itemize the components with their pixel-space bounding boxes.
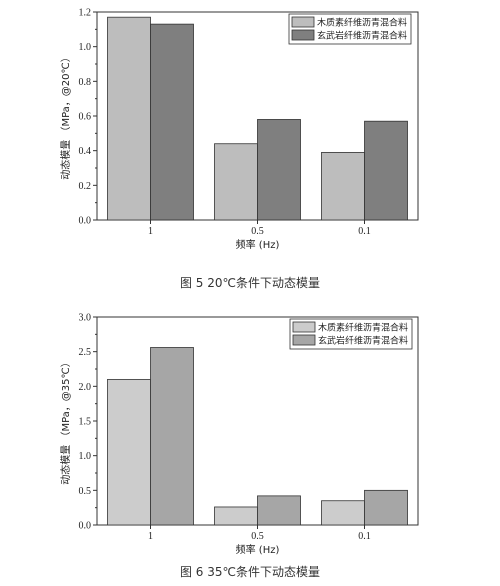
x-tick-label: 1 [148,226,153,237]
legend-label: 木质素纤维沥青混合料 [318,322,408,334]
x-axis-title: 频率 (Hz) [236,238,280,251]
bar-basalt-0.5 [257,495,301,526]
bar-basalt-0.1 [364,120,408,221]
bar-lignin-0.5 [214,143,258,221]
x-tick-label: 1 [148,531,153,542]
y-tick-label: 0.5 [79,486,92,497]
bar-lignin-1 [107,378,151,526]
bar-lignin-1 [107,16,151,221]
chart-1: 0.0 0.2 0.4 0.6 0.8 1.0 1.2 1 0.5 0.1 频率 (Hz) 动态模量 … [59,8,419,290]
bar-basalt-1 [150,347,194,526]
y-axis-title: 动态模量 （MPa，@35℃） [59,357,72,484]
y-tick-label: 2.0 [79,382,92,393]
y-tick-label: 0.0 [79,216,92,227]
y-tick-label: 1.0 [79,451,92,462]
legend-swatch [292,334,316,346]
legend-label: 玄武岩纤维沥青混合料 [318,335,408,347]
y-tick-label: 1.5 [79,417,92,428]
bar-basalt-0.5 [257,119,301,221]
x-tick-label: 0.1 [358,226,371,237]
legend-swatch [291,16,315,28]
figure-caption: 图 5 20℃条件下动态模量 [180,276,320,290]
legend-label: 玄武岩纤维沥青混合料 [317,30,407,42]
bar-basalt-0.1 [364,489,408,526]
y-tick-label: 0.2 [79,181,92,192]
y-tick-label: 0.6 [79,112,92,123]
y-axis-title: 动态模量 （MPa，@20℃） [59,52,72,179]
bar-lignin-0.1 [321,500,365,526]
y-tick-label: 0.8 [79,77,92,88]
x-tick-label: 0.1 [358,531,371,542]
bar-lignin-0.5 [214,506,258,526]
y-tick-label: 0.4 [79,146,92,157]
legend-label: 木质素纤维沥青混合料 [317,17,407,29]
bar-basalt-1 [150,23,194,221]
figure-caption: 图 6 35℃条件下动态模量 [180,565,320,579]
legend-swatch [291,29,315,41]
chart-2: 0.0 0.5 1.0 1.5 2.0 2.5 3.0 1 0.5 0.1 频率 (Hz) 动态模量 … [59,313,419,579]
x-tick-label: 0.5 [251,226,264,237]
x-tick-label: 0.5 [251,531,264,542]
y-tick-label: 1.0 [79,42,92,53]
legend-swatch [292,321,316,333]
y-tick-label: 0.0 [79,521,92,532]
x-axis-title: 频率 (Hz) [236,543,280,556]
y-tick-label: 2.5 [79,347,92,358]
y-tick-label: 3.0 [79,313,92,324]
bar-lignin-0.1 [321,151,365,221]
y-tick-label: 1.2 [79,8,92,19]
